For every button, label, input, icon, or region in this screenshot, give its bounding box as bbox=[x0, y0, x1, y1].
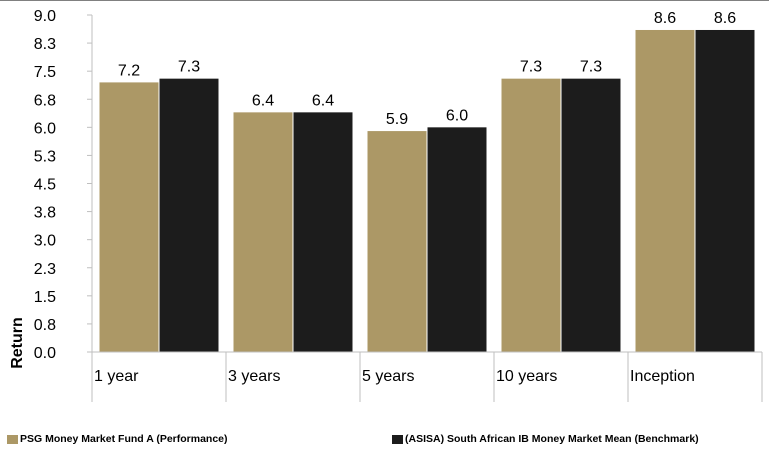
legend-item-benchmark: (ASISA) South African IB Money Market Me… bbox=[392, 433, 699, 445]
data-label: 6.4 bbox=[252, 92, 274, 109]
x-category-label: 3 years bbox=[228, 368, 280, 385]
bar bbox=[233, 112, 293, 352]
bar bbox=[367, 131, 427, 352]
y-tick-label: 2.3 bbox=[34, 261, 56, 278]
legend-item-performance: PSG Money Market Fund A (Performance) bbox=[7, 433, 228, 445]
data-label: 8.6 bbox=[714, 10, 736, 27]
bar bbox=[695, 29, 755, 352]
y-tick-label: 6.0 bbox=[34, 120, 56, 137]
bar bbox=[99, 82, 159, 353]
data-label: 7.3 bbox=[580, 59, 602, 76]
y-tick-label: 6.8 bbox=[34, 92, 56, 109]
legend-swatch-performance bbox=[7, 434, 18, 444]
y-axis-label: Return bbox=[9, 317, 26, 369]
y-tick-label: 4.5 bbox=[34, 177, 56, 194]
y-tick-label: 0.0 bbox=[34, 345, 56, 362]
x-category-label: 5 years bbox=[362, 368, 414, 385]
y-tick-label: 1.5 bbox=[34, 289, 56, 306]
legend-swatch-benchmark bbox=[392, 434, 403, 444]
bar bbox=[427, 127, 487, 352]
x-category-label: 1 year bbox=[94, 368, 139, 385]
bar bbox=[561, 78, 621, 353]
y-tick-label: 8.3 bbox=[34, 36, 56, 53]
y-tick-label: 3.8 bbox=[34, 205, 56, 222]
data-label: 7.3 bbox=[520, 59, 542, 76]
y-tick-label: 3.0 bbox=[34, 233, 56, 250]
y-tick-label: 9.0 bbox=[34, 8, 56, 25]
bar bbox=[635, 29, 695, 352]
data-label: 6.0 bbox=[446, 107, 468, 124]
legend-label-performance: PSG Money Market Fund A (Performance) bbox=[20, 433, 228, 445]
data-label: 5.9 bbox=[386, 111, 408, 128]
data-label: 8.6 bbox=[654, 10, 676, 27]
bar bbox=[293, 112, 353, 352]
bar bbox=[501, 78, 561, 353]
y-tick-label: 5.3 bbox=[34, 148, 56, 165]
x-category-label: 10 years bbox=[496, 368, 557, 385]
bar bbox=[159, 78, 219, 353]
data-label: 7.2 bbox=[118, 62, 140, 79]
legend-label-benchmark: (ASISA) South African IB Money Market Me… bbox=[405, 433, 699, 445]
x-category-label: Inception bbox=[630, 368, 695, 385]
data-label: 7.3 bbox=[178, 59, 200, 76]
data-label: 6.4 bbox=[312, 92, 334, 109]
y-tick-label: 7.5 bbox=[34, 64, 56, 81]
y-tick-label: 0.8 bbox=[34, 317, 56, 334]
